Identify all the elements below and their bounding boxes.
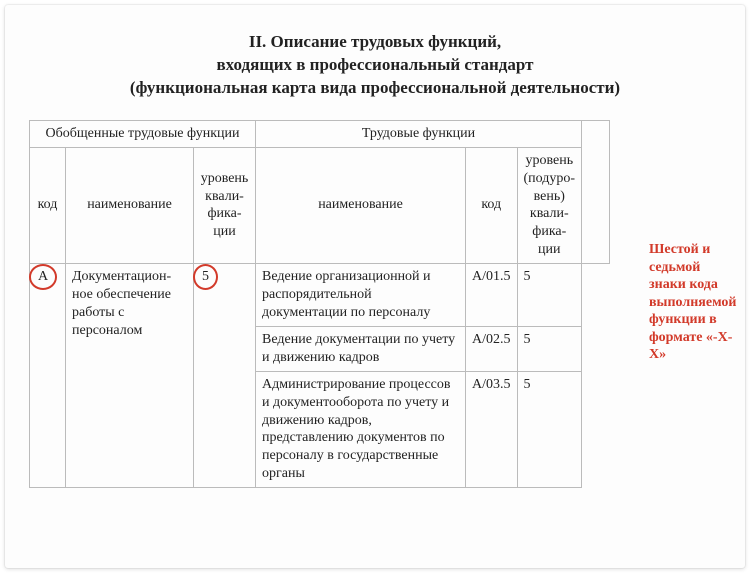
col-name: наименование <box>66 147 194 263</box>
function-level: 5 <box>517 264 582 327</box>
function-name: Администрирование процессов и документоо… <box>256 371 466 487</box>
general-level: 5 <box>202 269 209 284</box>
function-level: 5 <box>517 371 582 487</box>
heading-line2: входящих в профессиональный стандарт <box>29 54 721 77</box>
col-name2: наименование <box>256 147 466 263</box>
function-level: 5 <box>517 326 582 371</box>
general-level-cell: 5 <box>194 264 256 488</box>
function-code: A/03.5 <box>466 371 518 487</box>
group-header-general: Обобщенные трудовые функции <box>30 120 256 147</box>
margin-annotation: Шестой и седьмой знаки кода выполняемой … <box>649 241 735 364</box>
col-level2: уровень (подуро-вень) квали-фика-ции <box>517 147 582 263</box>
table-open-column <box>582 120 610 263</box>
heading-line1: II. Описание трудовых функций, <box>249 32 501 51</box>
function-name: Ведение организационной и распорядительн… <box>256 264 466 327</box>
level-highlight-circle: 5 <box>200 268 211 286</box>
heading-line3: (функциональная карта вида профессиональ… <box>29 77 721 100</box>
section-heading: II. Описание трудовых функций, входящих … <box>29 31 721 100</box>
general-code: A <box>38 269 48 284</box>
general-code-cell: A <box>30 264 66 488</box>
table-row: A Документацион-ное обеспечение работы с… <box>30 264 610 327</box>
document-page: II. Описание трудовых функций, входящих … <box>5 5 745 568</box>
general-name: Документацион-ное обеспечение работы с п… <box>66 264 194 488</box>
col-level: уровень квали-фика-ции <box>194 147 256 263</box>
functions-table: Обобщенные трудовые функции Трудовые фун… <box>29 120 610 488</box>
col-code: код <box>30 147 66 263</box>
function-code: A/02.5 <box>466 326 518 371</box>
code-highlight-circle: A <box>36 268 50 286</box>
function-name: Ведение документации по учету и движению… <box>256 326 466 371</box>
col-code2: код <box>466 147 518 263</box>
function-code: A/01.5 <box>466 264 518 327</box>
group-header-functions: Трудовые функции <box>256 120 582 147</box>
